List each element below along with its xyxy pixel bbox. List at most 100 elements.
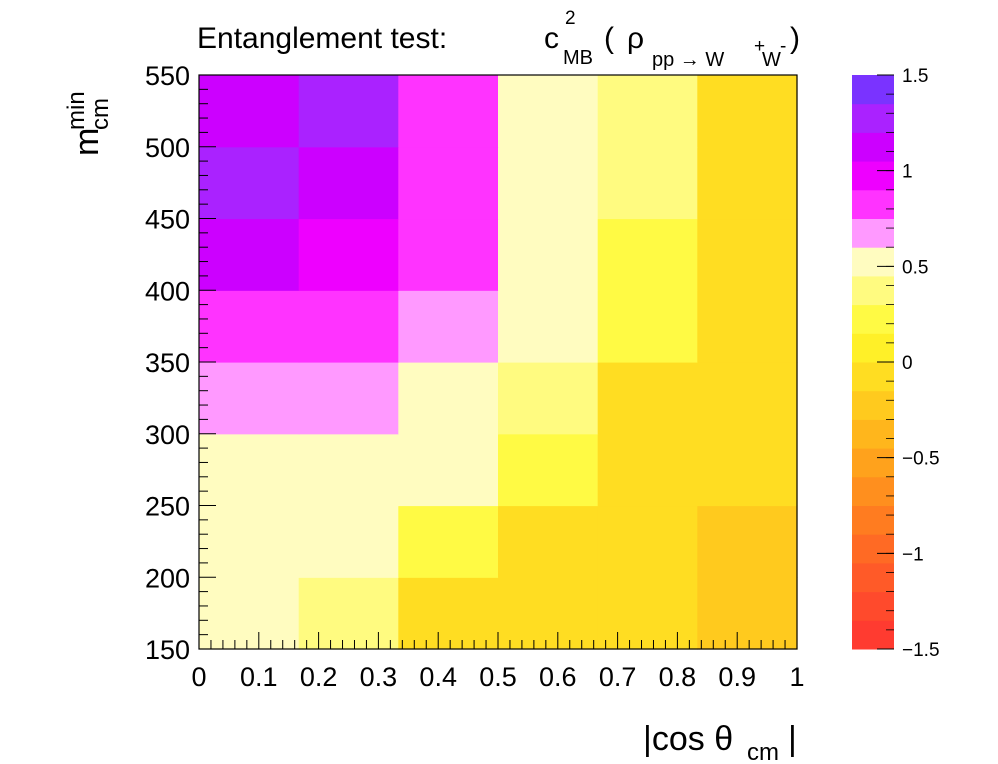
z-tick-label: 1	[902, 162, 913, 183]
heatmap-cell	[199, 362, 300, 435]
heatmap-cell	[697, 75, 798, 148]
heatmap-cell	[498, 505, 599, 578]
heatmap-cell	[697, 433, 798, 507]
z-tick-label: −0.5	[902, 449, 940, 470]
title-w-plus: +	[754, 36, 765, 57]
color-scale-swatch	[852, 275, 894, 306]
heatmap-cell	[597, 290, 698, 363]
x-tick-label: 0.1	[240, 662, 278, 692]
x-tick-label: 0.2	[300, 662, 338, 692]
color-scale-swatch	[852, 448, 894, 478]
title-prefix: Entanglement test:	[197, 22, 447, 55]
heatmap-cell	[398, 362, 499, 435]
x-axis-label-main: |cos θ	[643, 720, 733, 758]
z-tick-label: −1	[902, 544, 924, 565]
y-tick-label: 300	[145, 420, 190, 450]
title-superscript: 2	[565, 8, 576, 29]
y-tick-label: 250	[145, 492, 190, 522]
heatmap-cell	[199, 146, 300, 220]
heatmap-cell	[298, 505, 399, 578]
title-w: W	[762, 49, 781, 71]
heatmap-cell	[498, 218, 599, 291]
color-scale-swatch	[852, 534, 894, 564]
color-scale-swatch	[852, 75, 894, 105]
heatmap-cell	[199, 218, 300, 291]
heatmap-cell	[697, 577, 798, 650]
heatmap-cell	[398, 290, 499, 363]
heatmap-cell	[298, 290, 399, 363]
heatmap-cell	[298, 75, 399, 148]
heatmap-cell	[398, 75, 499, 148]
x-axis-label-subscript: cm	[747, 739, 779, 764]
heatmap-cell	[298, 218, 399, 291]
x-axis-ticks: 0 0.1 0.2 0.3 0.4 0.5 0.6 0.7 0.8 0.9 1	[191, 632, 805, 692]
x-tick-label: 0.4	[419, 662, 457, 692]
color-scale-swatch	[852, 362, 894, 392]
y-axis-label: m cm min	[63, 91, 114, 156]
heatmap-cell	[498, 433, 599, 507]
heatmap-cell	[597, 433, 698, 507]
color-scale-swatch	[852, 390, 894, 420]
title-process: pp → W	[652, 49, 724, 71]
color-scale-swatch	[852, 247, 894, 277]
heatmap-cell	[597, 146, 698, 220]
y-tick-label: 550	[145, 61, 190, 91]
plot-frame	[198, 74, 798, 650]
title-subscript: MB	[563, 47, 593, 69]
heatmap-cell	[498, 577, 599, 650]
color-scale-swatch	[852, 591, 894, 621]
x-tick-label: 0.7	[599, 662, 637, 692]
color-scale-swatch	[852, 189, 894, 219]
x-tick-label: 0	[191, 662, 206, 692]
color-scale-swatch	[852, 333, 894, 363]
x-axis-label-end: |	[788, 720, 797, 758]
y-axis-label-superscript: min	[63, 91, 90, 130]
y-tick-label: 350	[145, 348, 190, 378]
heatmap-cell	[498, 146, 599, 220]
heatmap-cell	[298, 433, 399, 507]
color-scale-swatch	[852, 132, 894, 162]
heatmap-cell	[597, 577, 698, 650]
heatmap-cells	[199, 75, 798, 650]
title-close-paren: )	[790, 22, 800, 55]
title-rho: ρ	[627, 22, 644, 55]
z-tick-label: 1.5	[902, 66, 928, 87]
heatmap-cell	[697, 362, 798, 435]
z-tick-label: 0.5	[902, 257, 928, 278]
color-scale-swatch	[852, 476, 894, 506]
heatmap-cell	[597, 75, 698, 148]
color-scale-swatch	[852, 304, 894, 334]
color-scale-swatch	[852, 161, 894, 191]
heatmap-cell	[697, 146, 798, 220]
heatmap-cell	[498, 362, 599, 435]
y-tick-label: 400	[145, 276, 190, 306]
title-open-paren: (	[604, 22, 614, 55]
heatmap-cell	[697, 218, 798, 291]
y-axis-ticks: 150 200 250 300 350 400 450 500 550	[145, 61, 216, 665]
heatmap-cell	[597, 218, 698, 291]
y-tick-label: 450	[145, 205, 190, 235]
heatmap-cell	[199, 290, 300, 363]
heatmap-cell	[398, 577, 499, 650]
color-scale-swatch	[852, 505, 894, 535]
color-scale	[852, 75, 894, 650]
heatmap-cell	[199, 577, 300, 650]
heatmap-cell	[398, 505, 499, 578]
color-scale-swatch	[852, 103, 894, 133]
heatmap-cell	[398, 433, 499, 507]
z-tick-label: −1.5	[902, 640, 940, 661]
x-tick-label: 0.3	[360, 662, 398, 692]
x-tick-label: 0.8	[659, 662, 697, 692]
y-tick-label: 150	[145, 635, 190, 665]
heatmap-cell	[498, 290, 599, 363]
title-w-minus: -	[780, 36, 786, 57]
heatmap-cell	[398, 146, 499, 220]
color-scale-swatch	[852, 218, 894, 248]
heatmap-cell	[697, 290, 798, 363]
color-scale-swatch	[852, 562, 894, 593]
heatmap-cell	[199, 505, 300, 578]
chart-title: Entanglement test: c 2 MB ( ρ pp → W + W…	[197, 8, 800, 71]
y-tick-label: 500	[145, 133, 190, 163]
x-tick-label: 1	[789, 662, 804, 692]
color-scale-ticks: 1.5 1 0.5 0 −0.5 −1 −1.5	[877, 66, 940, 661]
